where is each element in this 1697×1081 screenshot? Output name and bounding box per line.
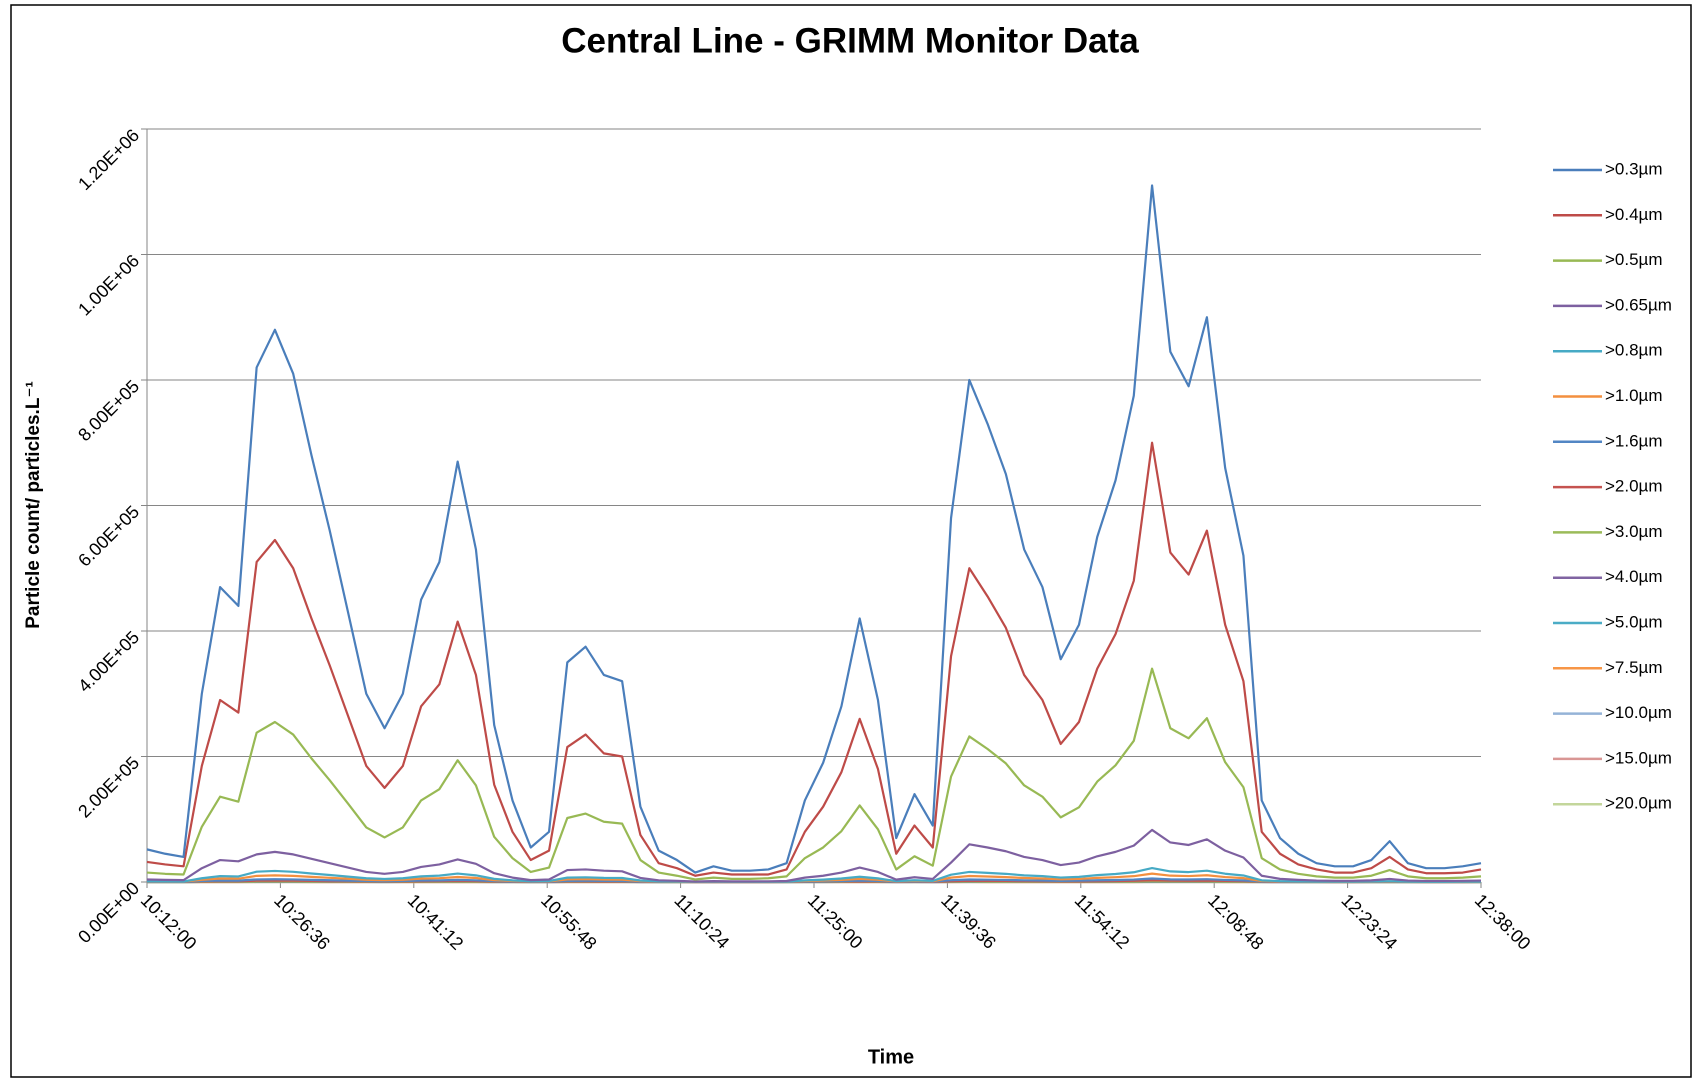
legend-label: >0.8µm xyxy=(1605,341,1663,360)
legend-label: >3.0µm xyxy=(1605,522,1663,541)
series-line xyxy=(146,828,1482,883)
x-axis-label: Time xyxy=(868,1046,914,1068)
legend-label: >0.3µm xyxy=(1605,159,1663,178)
series-line xyxy=(146,184,1482,874)
legend-label: >2.0µm xyxy=(1605,477,1663,496)
legend-label: >5.0µm xyxy=(1605,612,1663,631)
legend-label: >0.5µm xyxy=(1605,250,1663,269)
series-line xyxy=(146,667,1482,881)
series-line xyxy=(146,866,1482,883)
legend-label: >1.0µm xyxy=(1605,386,1663,405)
legend-label: >4.0µm xyxy=(1605,567,1663,586)
legend-label: >0.4µm xyxy=(1605,205,1663,224)
legend-label: >0.65µm xyxy=(1605,295,1672,314)
chart-title: Central Line - GRIMM Monitor Data xyxy=(561,21,1139,60)
series-line xyxy=(146,441,1482,877)
legend-label: >20.0µm xyxy=(1605,794,1672,813)
legend-label: >10.0µm xyxy=(1605,703,1672,722)
y-axis-label: Particle count/ particles.L⁻¹ xyxy=(23,381,44,629)
chart-frame xyxy=(10,4,1692,1078)
legend-label: >7.5µm xyxy=(1605,658,1663,677)
legend-label: >1.6µm xyxy=(1605,431,1663,450)
legend-label: >15.0µm xyxy=(1605,748,1672,767)
